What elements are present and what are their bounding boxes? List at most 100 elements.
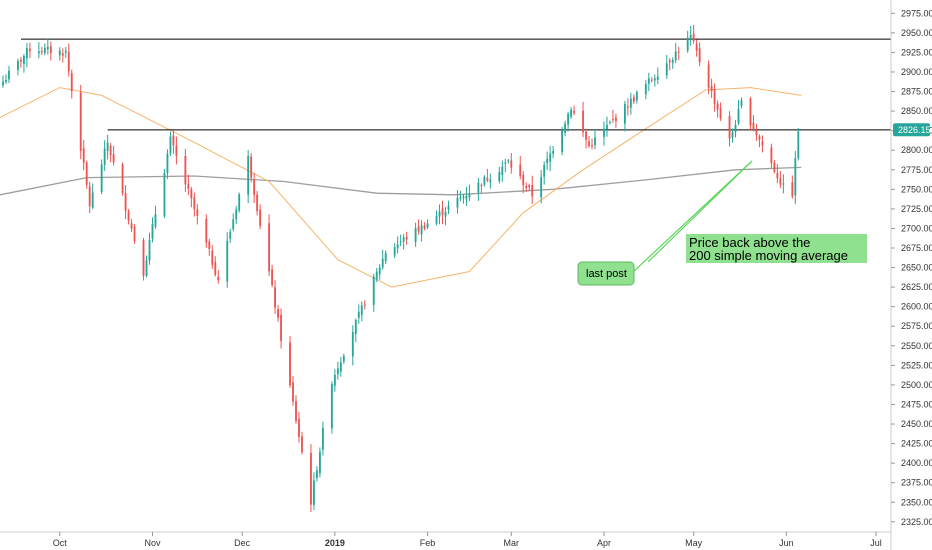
candle-body bbox=[148, 240, 151, 261]
candle-body bbox=[674, 51, 677, 61]
candle-body bbox=[127, 211, 130, 221]
candle-body bbox=[196, 209, 199, 216]
note-line-1: Price back above the bbox=[689, 235, 810, 250]
candle-body bbox=[623, 104, 626, 124]
candle-body bbox=[64, 51, 67, 53]
candle-body bbox=[351, 332, 354, 357]
candle-body bbox=[103, 148, 106, 165]
y-tick-label: 2375.00 bbox=[901, 478, 932, 488]
candle-body bbox=[752, 122, 755, 130]
candle-body bbox=[782, 183, 785, 185]
candle-body bbox=[360, 305, 363, 315]
candle-body bbox=[776, 173, 779, 179]
candle-body bbox=[79, 92, 82, 151]
candle-body bbox=[734, 124, 737, 133]
moving-average-layer bbox=[0, 87, 802, 288]
y-tick-label: 2500.00 bbox=[901, 380, 932, 390]
candle-body bbox=[588, 141, 590, 147]
candle-body bbox=[250, 156, 253, 178]
y-tick-label: 2425.00 bbox=[901, 439, 932, 449]
candle-body bbox=[438, 211, 441, 217]
y-tick-label: 2550.00 bbox=[901, 341, 932, 351]
y-tick-label: 2725.00 bbox=[901, 204, 932, 214]
candle-body bbox=[289, 342, 291, 386]
y-tick-label: 2800.00 bbox=[901, 145, 932, 155]
candle-body bbox=[540, 177, 543, 198]
candle-body bbox=[797, 131, 800, 159]
candle-body bbox=[292, 382, 294, 402]
candle-body bbox=[731, 132, 734, 138]
candle-body bbox=[707, 64, 710, 88]
candle-body bbox=[363, 304, 366, 306]
callout-box bbox=[577, 261, 635, 286]
candle-body bbox=[384, 253, 387, 262]
candle-body bbox=[130, 223, 133, 229]
y-tick-label: 2925.00 bbox=[901, 47, 932, 57]
candle-body bbox=[447, 205, 450, 210]
candle-body bbox=[773, 162, 776, 172]
candle-body bbox=[316, 470, 318, 479]
candle-body bbox=[172, 135, 175, 146]
candle-body bbox=[277, 309, 279, 318]
candle-body bbox=[8, 70, 10, 80]
candle-body bbox=[381, 258, 384, 268]
candle-body bbox=[728, 115, 731, 139]
y-tick-label: 2750.00 bbox=[901, 184, 932, 194]
candle-body bbox=[749, 98, 752, 126]
candle-body bbox=[465, 195, 468, 200]
y-tick-label: 2625.00 bbox=[901, 282, 932, 292]
last-price-label: 2826.15 bbox=[898, 125, 931, 135]
candle-body bbox=[67, 51, 70, 72]
note-box: Price back above the 200 simple moving a… bbox=[686, 234, 867, 263]
candle-body bbox=[313, 480, 315, 505]
y-tick-label: 2600.00 bbox=[901, 302, 932, 312]
arrow-line-lower bbox=[632, 160, 753, 273]
candle-body bbox=[154, 214, 157, 227]
candle-body bbox=[480, 184, 483, 186]
candle-body bbox=[85, 162, 88, 185]
candle-body bbox=[226, 240, 229, 282]
y-tick-label: 2525.00 bbox=[901, 360, 932, 370]
candle-body bbox=[546, 158, 549, 164]
annotation-arrow bbox=[632, 160, 753, 273]
candle-body bbox=[591, 145, 593, 147]
x-tick-label: Nov bbox=[144, 538, 161, 548]
candle-body bbox=[552, 150, 555, 154]
candle-body bbox=[399, 241, 402, 243]
candle-body bbox=[217, 276, 220, 281]
candle-body bbox=[229, 231, 232, 239]
candle-body bbox=[435, 216, 438, 224]
candle-body bbox=[193, 197, 196, 210]
candle-body bbox=[779, 178, 782, 185]
candle-body bbox=[142, 240, 145, 276]
candle-body bbox=[214, 261, 217, 275]
candle-body bbox=[695, 43, 698, 51]
candle-body bbox=[253, 180, 256, 195]
candle-body bbox=[310, 452, 312, 505]
candle-body bbox=[489, 179, 492, 183]
candle-body bbox=[510, 160, 513, 168]
candle-body bbox=[459, 197, 462, 199]
candle-body bbox=[25, 48, 28, 59]
candle-body bbox=[133, 226, 136, 241]
note-line-2: 200 simple moving average bbox=[689, 248, 848, 263]
y-tick-label: 2325.00 bbox=[901, 517, 932, 527]
candle-body bbox=[184, 155, 187, 185]
candle-body bbox=[444, 211, 447, 217]
candle-body bbox=[17, 60, 19, 70]
candle-body bbox=[477, 182, 480, 193]
candle-body bbox=[486, 178, 489, 181]
y-tick-label: 2950.00 bbox=[901, 28, 932, 38]
x-tick-label: Jul bbox=[870, 538, 882, 548]
candle-body bbox=[82, 148, 85, 163]
candle-body bbox=[112, 154, 115, 163]
candle-body bbox=[28, 48, 31, 52]
candle-body bbox=[606, 125, 608, 130]
candle-body bbox=[468, 193, 471, 198]
candle-body bbox=[46, 46, 49, 50]
candle-body bbox=[441, 208, 444, 216]
candle-body bbox=[414, 228, 417, 243]
candle-body bbox=[61, 53, 64, 56]
candle-body bbox=[235, 209, 238, 220]
note-background bbox=[686, 234, 867, 263]
